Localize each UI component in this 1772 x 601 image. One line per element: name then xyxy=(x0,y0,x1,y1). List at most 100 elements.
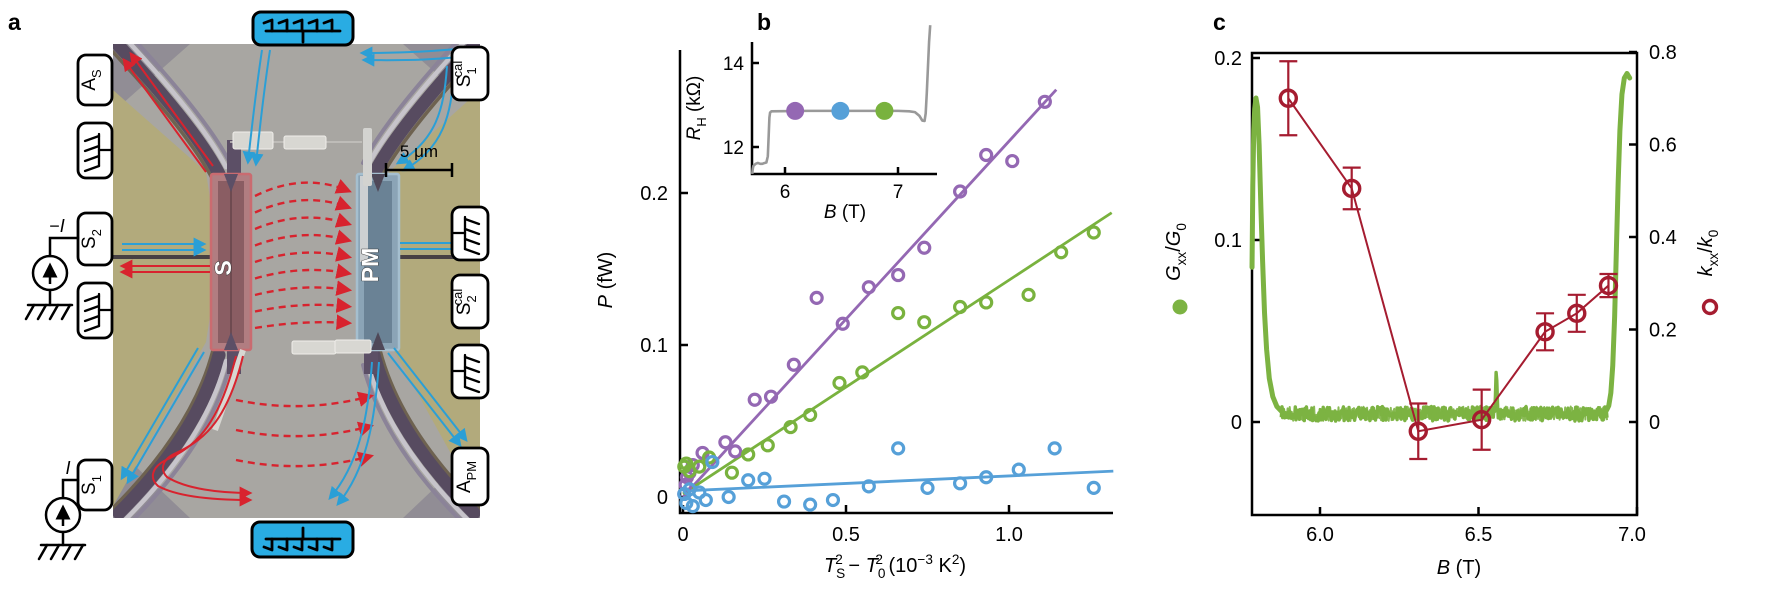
green-series-point xyxy=(760,438,775,453)
label-segment: S xyxy=(836,566,845,581)
purple-series-point xyxy=(952,184,968,199)
green-series-point xyxy=(1086,225,1101,240)
power-meter-mesa-label: PM xyxy=(357,248,383,283)
blue-series-point xyxy=(757,471,772,486)
green-series-point xyxy=(741,447,756,462)
label-segment: S xyxy=(454,75,475,88)
label-segment: − xyxy=(49,216,60,236)
blue-series-point xyxy=(861,479,876,494)
green-series-point xyxy=(1054,245,1069,260)
purple-series-point xyxy=(763,389,779,404)
contact-box-S2cal xyxy=(450,273,490,330)
green-series-point xyxy=(855,365,870,380)
kxx-point xyxy=(1567,303,1587,324)
label-segment: B xyxy=(824,202,837,223)
c-x-axis-title: B (T) xyxy=(1437,557,1481,579)
label-segment: I xyxy=(65,458,70,478)
label-segment: H xyxy=(694,117,709,126)
green-series-point xyxy=(1021,287,1036,302)
inset-x-tick-label: 6 xyxy=(780,182,791,203)
label-segment: R xyxy=(684,126,705,140)
blue-series-point xyxy=(698,492,713,508)
current-label-I: I xyxy=(65,458,70,478)
label-segment: B xyxy=(1437,557,1450,579)
khaki-region-right xyxy=(376,90,480,506)
label-segment: PM xyxy=(464,461,479,480)
label-segment: 1 xyxy=(464,67,479,74)
label-segment: (T) xyxy=(837,202,867,223)
y-tick-label: 0 xyxy=(657,487,668,509)
b-y-axis-title: P (fW) xyxy=(595,252,617,309)
heat-arc xyxy=(254,263,353,280)
blue-series-fit-line xyxy=(682,469,1114,493)
label-segment: k xyxy=(1695,265,1717,276)
label-segment: 0 xyxy=(1174,223,1189,231)
blue-series-point xyxy=(1086,480,1101,495)
label-segment: − xyxy=(843,555,866,577)
label-segment: −3 xyxy=(917,552,933,567)
kxx-point xyxy=(1598,275,1619,296)
label-segment: 2 xyxy=(952,552,960,567)
heat-sink-icon xyxy=(450,353,481,394)
green-legend-dot xyxy=(1172,299,1188,315)
inset-x-axis-title: B (T) xyxy=(824,202,866,223)
green-series-point xyxy=(891,305,906,321)
c-frame xyxy=(1250,51,1639,517)
x-tick-label: 7.0 xyxy=(1618,524,1646,546)
contact-boxes-right: S1cal S2cal APM xyxy=(450,45,490,507)
sem-image: S PM xyxy=(113,44,480,518)
x-tick-label: 6.5 xyxy=(1465,524,1493,546)
label-segment: G xyxy=(1163,265,1185,281)
contact-label-S2cal: S2cal xyxy=(450,289,479,315)
blue-series-point xyxy=(891,441,906,456)
panel-letter-b: b xyxy=(757,9,771,35)
label-segment: / xyxy=(1163,246,1185,252)
khaki-region-left xyxy=(113,90,219,506)
panel-c-chart: c 00.10.200.20.40.60.86.0 6.5 7.0B (T)Gxx/… xyxy=(1163,9,1721,579)
panel-a-micrograph: a xyxy=(8,9,490,561)
purple-series-point xyxy=(979,147,994,163)
label-segment: cal xyxy=(450,289,465,306)
purple-series-point xyxy=(718,435,733,450)
green-series-point xyxy=(679,456,694,471)
blue-series-point xyxy=(825,492,841,508)
right-y-tick-label: 0.4 xyxy=(1649,227,1677,249)
label-segment: T xyxy=(866,555,880,577)
label-segment: S xyxy=(454,303,475,316)
x-tick-label: 1.0 xyxy=(995,524,1023,546)
purple-series-point xyxy=(917,240,932,255)
label-segment: (10 xyxy=(883,555,917,577)
contact-label-S2: S2 xyxy=(79,229,104,249)
label-segment: A xyxy=(79,78,100,91)
heat-arc xyxy=(254,195,352,214)
heat-arc xyxy=(254,280,353,297)
right-y-tick-label: 0.6 xyxy=(1649,135,1677,157)
top-reservoir xyxy=(251,10,355,47)
label-segment: ) xyxy=(959,555,966,577)
hall-resistance-curve xyxy=(750,25,932,175)
blue-series-point xyxy=(1047,441,1062,456)
blue-series-point xyxy=(685,499,700,514)
kxx-point xyxy=(1408,421,1428,441)
label-segment: k xyxy=(1695,236,1717,247)
right-y-tick-label: 0 xyxy=(1649,412,1660,434)
purple-series-point xyxy=(786,357,801,372)
inset-y-axis-title: RH (kΩ) xyxy=(684,76,709,141)
blue-series-point xyxy=(776,494,792,509)
green-series-point xyxy=(724,465,740,480)
c-left-axis-title: Gxx/G0 xyxy=(1163,223,1189,281)
kxx-point xyxy=(1535,322,1555,342)
label-segment: 1 xyxy=(89,475,104,482)
heat-arc xyxy=(254,246,353,264)
purple-field-dot xyxy=(786,101,805,120)
current-source-top: −I xyxy=(24,216,80,321)
inset-y-tick-label: 14 xyxy=(723,54,745,75)
kxx-point xyxy=(1341,178,1362,199)
green-series-point xyxy=(979,295,994,310)
heat-sink-icon xyxy=(450,215,481,256)
purple-series-point xyxy=(835,316,850,331)
label-segment: (kΩ) xyxy=(684,76,705,118)
purple-series-point xyxy=(1037,94,1052,109)
contact-label-S1: S1 xyxy=(79,475,104,495)
label-segment: 2 xyxy=(464,295,479,302)
